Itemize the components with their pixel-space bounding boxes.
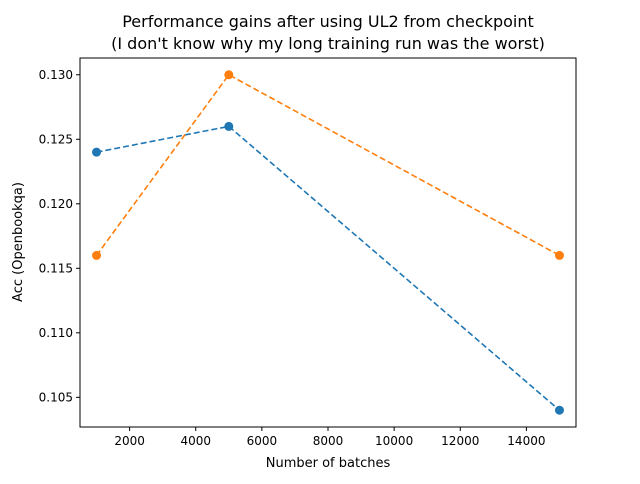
series-1-point <box>224 121 234 131</box>
y-tick-label: 0.105 <box>39 390 73 404</box>
x-tick-label: 4000 <box>180 434 211 448</box>
series-1-line <box>96 125 560 411</box>
series-2-point <box>92 250 102 260</box>
x-axis-label: Number of batches <box>266 456 391 471</box>
plot-area: 2000 4000 6000 8000 10000 12000 14000 0.105 0.11… <box>39 68 564 448</box>
series-2-point <box>554 250 564 260</box>
x-tick-label: 12000 <box>441 434 479 448</box>
series-2-point <box>224 70 234 80</box>
series-2-line <box>95 73 560 257</box>
y-tick-label: 0.130 <box>39 68 73 82</box>
axes-frame <box>79 57 577 428</box>
x-tick-label: 6000 <box>247 434 278 448</box>
y-axis-label: Acc (Openbookqa) <box>11 182 26 302</box>
y-tick-label: 0.120 <box>39 197 73 211</box>
y-tick-label: 0.125 <box>39 132 73 146</box>
x-tick-label: 8000 <box>313 434 344 448</box>
x-tick-label: 2000 <box>114 434 145 448</box>
x-tick-label: 14000 <box>507 434 545 448</box>
chart-title-line2: (I don't know why my long training run w… <box>111 34 545 53</box>
y-tick-label: 0.115 <box>39 261 73 275</box>
x-tick-label: 10000 <box>375 434 413 448</box>
chart-title-line1: Performance gains after using UL2 from c… <box>122 12 534 31</box>
series-1-point <box>92 147 102 157</box>
y-tick-label: 0.110 <box>39 326 73 340</box>
series-1-point <box>554 405 564 415</box>
